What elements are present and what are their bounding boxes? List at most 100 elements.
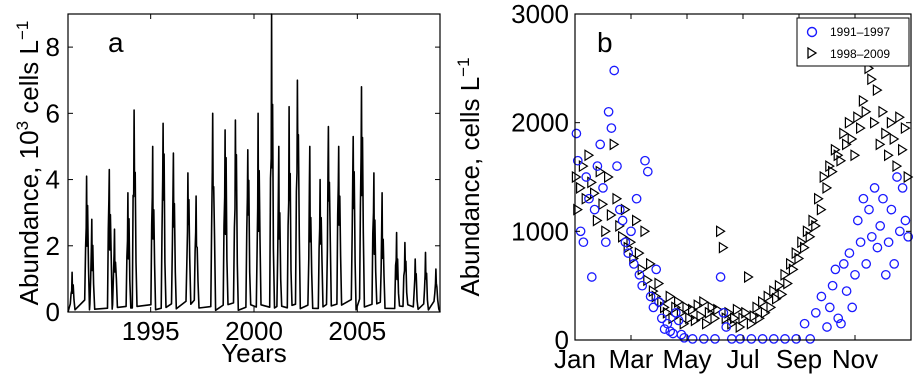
data-point-1991-1997 (816, 291, 827, 302)
data-point-1998-2009 (875, 138, 886, 151)
data-point-1998-2009 (884, 149, 894, 162)
data-point-1998-2009 (839, 127, 849, 140)
data-point-1998-2009 (581, 192, 592, 205)
data-point-1998-2009 (800, 241, 810, 254)
data-point-1991-1997 (883, 237, 894, 248)
panel-b-ticks: Jan Mar May Jul Sep Nov 0 1000 2000 3000 (511, 0, 911, 374)
data-point-1998-2009 (595, 165, 606, 178)
data-point-1998-2009 (900, 122, 911, 135)
panel-a-ylabel: Abundance, 103 cells L−1 (13, 21, 44, 306)
data-point-1998-2009 (752, 301, 763, 314)
data-point-1998-2009 (898, 143, 908, 156)
data-point-1991-1997 (847, 302, 858, 313)
data-point-1998-2009 (814, 192, 824, 205)
data-point-1991-1997 (715, 272, 726, 282)
x-tick-label: Jan (554, 344, 596, 374)
panel-b-label: b (597, 27, 613, 58)
data-point-1998-2009 (872, 84, 883, 97)
data-point-1991-1997 (637, 280, 648, 291)
data-point-1998-2009 (847, 132, 858, 146)
data-point-1991-1997 (872, 242, 883, 253)
data-point-1991-1997 (791, 334, 802, 344)
panel-b-ylabel-exp: −1 (454, 57, 473, 76)
data-point-1991-1997 (838, 259, 849, 269)
data-point-1991-1997 (889, 259, 900, 269)
data-point-1998-2009 (769, 285, 779, 298)
data-point-1998-2009 (716, 225, 726, 238)
data-point-1998-2009 (702, 317, 712, 330)
x-tick-label: 1995 (122, 316, 180, 346)
legend-marker-circle (806, 26, 818, 38)
data-point-1998-2009 (713, 303, 723, 316)
data-point-1998-2009 (688, 303, 698, 316)
data-point-1998-2009 (858, 94, 869, 107)
data-point-1998-2009 (780, 268, 791, 281)
data-point-1991-1997 (726, 334, 737, 344)
data-point-1991-1997 (824, 302, 835, 313)
data-point-1991-1997 (656, 313, 667, 324)
data-point-1991-1997 (810, 307, 821, 318)
data-point-1991-1997 (659, 324, 670, 334)
data-point-1998-2009 (618, 230, 628, 243)
data-point-1998-2009 (573, 203, 583, 216)
data-point-1991-1997 (645, 291, 656, 302)
data-point-1991-1997 (830, 264, 841, 275)
panel-a-data (67, 13, 441, 313)
legend-label-series-2: 1998–2009 (830, 47, 890, 61)
data-point-1998-2009 (629, 252, 639, 265)
data-point-1998-2009 (791, 247, 802, 260)
data-point-1998-2009 (632, 214, 642, 227)
data-point-1991-1997 (710, 334, 720, 344)
data-point-1998-2009 (612, 192, 623, 205)
data-point-1991-1997 (827, 280, 838, 291)
data-point-1991-1997 (746, 334, 757, 344)
data-point-1998-2009 (892, 160, 903, 173)
data-point-1991-1997 (595, 139, 606, 150)
data-point-1998-2009 (654, 277, 665, 290)
data-point-1991-1997 (612, 161, 622, 171)
data-point-1991-1997 (698, 334, 709, 344)
data-point-1998-2009 (699, 295, 709, 309)
data-point-1998-2009 (755, 312, 765, 325)
data-point-1991-1997 (866, 231, 877, 242)
data-point-1991-1997 (623, 248, 634, 258)
data-point-1991-1997 (603, 106, 614, 117)
data-point-1998-2009 (674, 295, 684, 309)
data-point-1998-2009 (744, 270, 754, 284)
data-point-1998-2009 (724, 306, 735, 319)
data-point-1998-2009 (777, 288, 788, 301)
data-point-1991-1997 (687, 334, 698, 344)
data-point-1991-1997 (648, 302, 659, 313)
data-point-1998-2009 (671, 301, 681, 314)
data-point-1998-2009 (662, 306, 673, 319)
data-point-1998-2009 (746, 317, 757, 330)
data-point-1991-1997 (886, 204, 897, 215)
data-point-1991-1997 (589, 204, 600, 215)
data-point-1998-2009 (844, 116, 855, 129)
data-point-1998-2009 (668, 312, 679, 325)
data-point-1998-2009 (693, 299, 704, 312)
data-point-1998-2009 (634, 247, 645, 260)
data-point-1998-2009 (836, 154, 847, 167)
data-point-1998-2009 (811, 219, 821, 232)
y-tick-label: 2 (46, 231, 60, 261)
data-point-1991-1997 (572, 155, 583, 166)
x-tick-label: Sep (776, 344, 822, 374)
data-point-1998-2009 (895, 111, 905, 124)
legend-label-series-1: 1991–1997 (830, 25, 890, 39)
data-point-1998-2009 (710, 312, 721, 325)
data-point-1991-1997 (822, 322, 832, 332)
data-point-1998-2009 (853, 111, 863, 124)
y-tick-label: 0 (555, 325, 569, 355)
data-point-1998-2009 (825, 160, 835, 173)
data-point-1991-1997 (631, 193, 642, 204)
data-point-1998-2009 (640, 225, 651, 238)
data-point-1998-2009 (842, 138, 852, 151)
data-point-1991-1997 (578, 237, 589, 248)
data-point-1998-2009 (758, 295, 768, 309)
data-point-1998-2009 (620, 203, 631, 216)
panel-a-ylabel-prefix: Abundance, 10 (14, 130, 44, 305)
data-point-1998-2009 (772, 292, 782, 305)
data-point-1991-1997 (869, 183, 880, 193)
